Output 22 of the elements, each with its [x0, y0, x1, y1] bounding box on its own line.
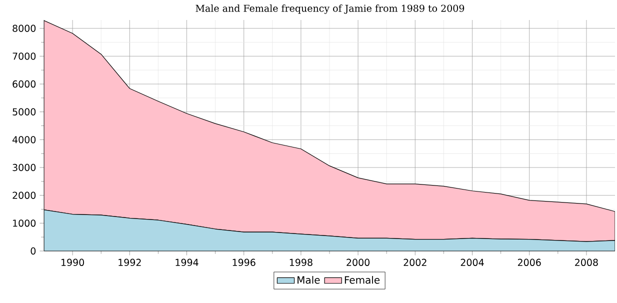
x-tick-label: 2002	[404, 258, 426, 266]
x-tick-label: 1998	[290, 258, 312, 266]
x-tick-label: 2006	[518, 258, 541, 266]
y-tick-label: 7000	[12, 52, 36, 60]
x-tick-label: 2004	[460, 258, 484, 266]
y-tick-label: 3000	[12, 164, 36, 172]
y-tick-label: 4000	[12, 136, 36, 144]
x-tick-label: 1996	[232, 258, 256, 266]
y-tick-label: 0	[30, 247, 36, 255]
x-tick-label: 2000	[346, 258, 370, 266]
y-tick-label: 8000	[12, 24, 36, 32]
x-tick-label: 2008	[575, 258, 598, 266]
legend-label: Male	[298, 276, 320, 284]
y-tick-label: 1000	[13, 220, 36, 227]
x-tick-label: 1994	[176, 258, 198, 266]
y-tick-label: 2000	[12, 192, 36, 199]
x-tick-label: 1990	[62, 258, 84, 266]
legend-label: Female	[344, 276, 380, 284]
chart-title: Male and Female frequency of Jamie from 1989 to 2009	[196, 4, 464, 14]
x-tick-label: 1992	[118, 258, 141, 266]
y-tick-label: 5000	[12, 108, 36, 116]
y-tick-label: 6000	[12, 80, 36, 88]
